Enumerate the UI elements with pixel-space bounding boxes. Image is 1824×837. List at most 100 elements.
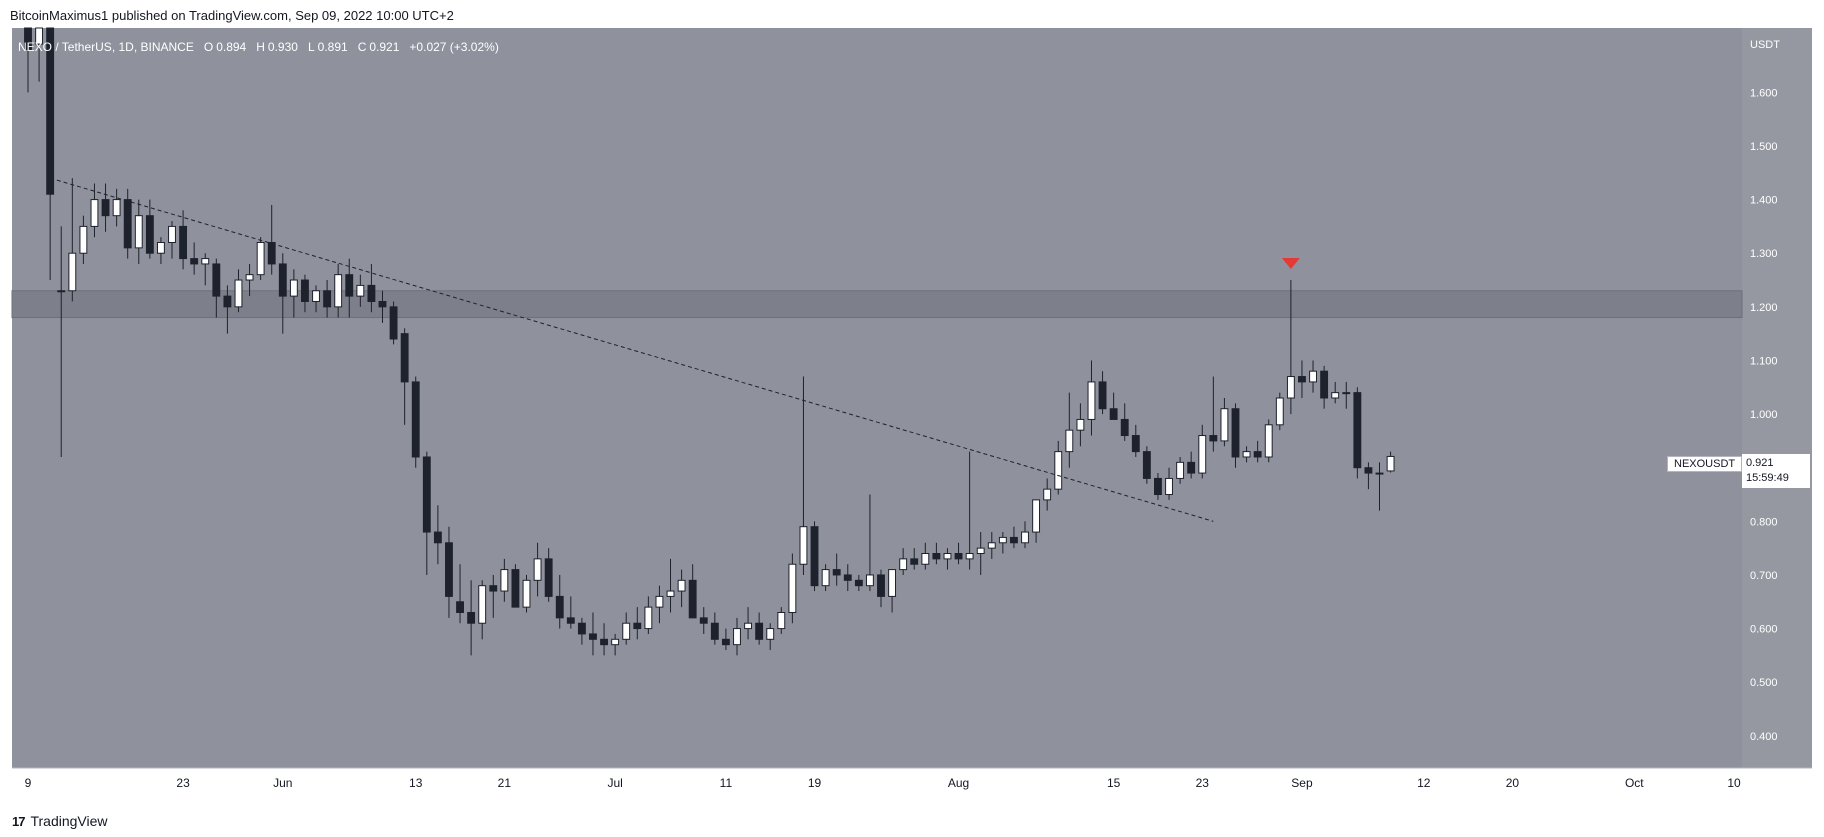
candle-body xyxy=(433,531,442,544)
candle-body xyxy=(699,617,708,624)
candle-body xyxy=(566,617,575,624)
tradingview-logo-icon: 17 xyxy=(12,813,26,829)
bar-countdown: 15:59:49 xyxy=(1746,472,1789,484)
candle xyxy=(600,623,608,656)
candle-body xyxy=(134,215,143,249)
candle xyxy=(877,569,885,608)
candle xyxy=(589,612,597,656)
candle xyxy=(433,505,442,565)
candle xyxy=(1165,467,1173,500)
candle xyxy=(411,376,420,468)
candle xyxy=(179,210,188,270)
symbol-name: NEXO / TetherUS, 1D, BINANCE xyxy=(18,40,194,54)
date-tick-label: 20 xyxy=(1506,776,1520,790)
candle-body xyxy=(810,526,819,587)
candle xyxy=(157,237,165,264)
candle-body xyxy=(733,628,741,646)
candle-body xyxy=(278,263,287,297)
footer-brand[interactable]: 17 TradingView xyxy=(12,813,108,829)
candle-body xyxy=(589,633,597,640)
candle-body xyxy=(1220,408,1229,442)
candle-body xyxy=(367,284,376,302)
candle xyxy=(1353,387,1362,479)
candle xyxy=(1331,381,1340,404)
candle-body xyxy=(145,215,154,254)
candle-body xyxy=(323,290,332,308)
candle xyxy=(234,269,243,313)
price-tick-label: 1.200 xyxy=(1750,302,1778,314)
price-axis[interactable] xyxy=(1742,28,1812,768)
candle xyxy=(544,548,553,602)
candle-body xyxy=(1353,392,1362,469)
candle-body xyxy=(832,569,841,576)
candle xyxy=(666,558,675,613)
candle-body xyxy=(389,306,398,340)
candle-body xyxy=(245,274,254,281)
date-tick-label: 9 xyxy=(25,776,32,790)
candle xyxy=(278,253,287,334)
candle xyxy=(201,253,210,286)
price-tick-label: 0.800 xyxy=(1750,516,1778,528)
plot-area[interactable] xyxy=(12,28,1742,768)
candle xyxy=(1054,440,1063,495)
candle xyxy=(422,451,431,575)
candle-body xyxy=(633,622,642,630)
close-value: 0.921 xyxy=(369,40,400,54)
candle-body xyxy=(710,622,719,640)
candle xyxy=(323,280,332,318)
candle xyxy=(267,204,276,275)
high-value: 0.930 xyxy=(267,40,298,54)
price-tick-label: 0.400 xyxy=(1750,731,1778,743)
candle xyxy=(334,263,343,318)
candle-body xyxy=(555,595,564,619)
candle xyxy=(699,607,708,634)
candle xyxy=(312,285,320,313)
low-value: 0.891 xyxy=(317,40,348,54)
candle-body xyxy=(345,274,354,297)
time-axis[interactable] xyxy=(12,768,1812,798)
candle-body xyxy=(954,553,963,560)
candle xyxy=(1320,365,1329,409)
candle-body xyxy=(267,241,276,265)
candle-body xyxy=(799,526,808,565)
candle-body xyxy=(1375,472,1384,475)
candle xyxy=(832,553,841,586)
candle-body xyxy=(489,585,498,592)
candle-body xyxy=(378,300,387,308)
candle-body xyxy=(1010,536,1018,544)
candle-body xyxy=(899,558,908,571)
candle xyxy=(1120,403,1129,441)
candle-body xyxy=(744,622,752,630)
candle-body xyxy=(688,579,697,619)
date-tick-label: 15 xyxy=(1107,776,1121,790)
candle xyxy=(57,226,66,457)
candle xyxy=(644,596,653,634)
candle xyxy=(367,263,376,313)
candle-body xyxy=(777,611,786,630)
candle xyxy=(1298,360,1306,398)
candle xyxy=(1109,392,1118,420)
candle xyxy=(245,263,254,297)
candle xyxy=(1154,473,1162,500)
candle-body xyxy=(1342,392,1351,395)
candle-body xyxy=(1286,376,1295,399)
price-tick-label: 1.400 xyxy=(1750,195,1778,207)
candle xyxy=(555,574,564,629)
change-value: +0.027 (+3.02%) xyxy=(409,40,499,54)
symbol-legend[interactable]: NEXO / TetherUS, 1D, BINANCE O 0.894 H 0.9… xyxy=(18,40,499,54)
candle-body xyxy=(755,622,764,640)
candle xyxy=(112,188,121,227)
candle-body xyxy=(921,553,930,565)
candle xyxy=(888,569,897,613)
price-tick-label: 1.600 xyxy=(1750,87,1778,99)
candle-body xyxy=(821,569,830,587)
candle-body xyxy=(334,274,343,308)
price-axis-unit: USDT xyxy=(1750,39,1780,51)
candle xyxy=(456,564,464,624)
candle xyxy=(710,612,719,645)
candle-body xyxy=(356,284,365,297)
candle xyxy=(345,258,354,318)
candle-body xyxy=(677,579,686,592)
price-tick-label: 0.500 xyxy=(1750,677,1778,689)
